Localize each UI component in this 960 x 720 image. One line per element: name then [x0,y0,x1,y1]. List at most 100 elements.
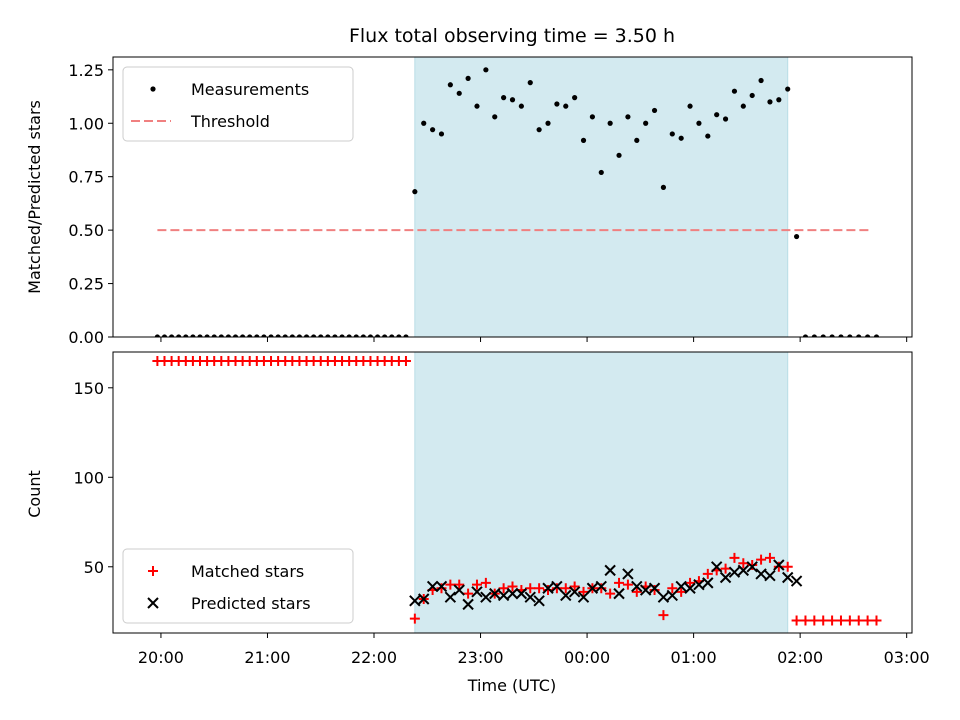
measurement-point [465,75,471,81]
measurement-point [412,189,418,195]
measurement-point [518,103,524,109]
measurement-point [802,334,809,337]
predicted-stars-point [471,586,483,598]
measurement-point [456,90,462,96]
matched-stars-point [436,583,447,594]
measurement-point [218,334,224,337]
measurement-point [211,334,217,337]
measurement-point [360,334,366,337]
measurement-point [374,334,381,337]
matched-stars-point [862,615,873,626]
measurement-point [785,86,791,92]
matched-stars-point [400,355,411,366]
matched-stars-point [622,579,633,590]
predicted-stars-point [551,580,563,593]
measurement-point [225,334,232,337]
y-tick-label: 1.00 [68,114,104,133]
matched-stars-point [569,581,580,592]
matched-stars-point [631,586,642,597]
predicted-stars-point [515,587,528,600]
predicted-stars-point [560,589,572,602]
panel-data [154,67,880,337]
measurement-point [447,82,453,88]
matched-stars-point [543,585,554,596]
measurement-point [536,127,542,133]
matched-stars-point [463,588,474,599]
measurement-point [705,133,711,139]
matched-stars-point [791,615,802,626]
predicted-stars-point [764,570,776,582]
predicted-stars-point [568,586,581,598]
predicted-stars-point [604,564,616,577]
matched-stars-point [445,579,456,590]
measurement-point [438,131,445,137]
predicted-stars-point [595,580,607,593]
observing-window-span [414,56,789,338]
predicted-stars-point [773,559,785,571]
measurement-point [232,334,239,337]
predicted-stars-point [755,568,767,580]
matched-stars-point [756,554,767,565]
legend-label: Matched stars [191,562,304,581]
matched-stars-point [551,583,562,594]
predicted-stars-point [613,587,625,600]
measurement-point [240,334,246,337]
matched-stars-point [685,577,696,588]
predicted-stars-point [542,582,554,594]
bottom-panel: 50 100 150 20:00 21:00 22:00 23:00 00:00 01:00 02… [73,351,930,667]
predicted-stars-point [435,580,448,593]
measurement-point [758,77,764,84]
matched-stars-point [525,583,536,594]
predicted-stars-point [782,571,794,584]
measurement-point [545,120,551,126]
y-tick-label: 150 [73,379,104,398]
measurement-point [501,95,507,101]
measurement-point [856,334,862,337]
measurement-point [580,137,587,143]
matched-stars-point [773,561,784,572]
matched-stars-point [702,568,713,579]
x-tick-label: 20:00 [138,648,184,667]
panel-data [152,355,882,626]
measurement-point [865,334,871,337]
matched-stars-point [614,577,625,588]
predicted-stars-point [693,578,705,591]
measurement-point [367,334,374,337]
matched-stars-point [560,583,571,594]
matched-stars-point [667,583,678,594]
measurement-point [793,233,800,240]
x-tick-label: 22:00 [351,648,397,667]
predicted-stars-point [577,591,590,603]
measurement-point [275,334,281,337]
predicted-stars-point [737,564,750,577]
top-panel-y-axis-label: Matched/Predicted stars [25,100,44,294]
matched-stars-point [480,577,491,588]
predicted-stars-point [710,561,723,573]
matched-stars-point [409,613,420,624]
measurement-point [607,120,613,126]
legend-label: Measurements [191,80,309,99]
y-tick-label: 100 [73,468,104,487]
measurement-point [749,92,755,99]
measurement-point [296,334,303,337]
measurement-point [740,103,746,109]
y-tick-label: 50 [84,558,104,577]
measurement-point [714,112,720,118]
predicted-stars-point [631,580,643,593]
measurement-point [625,114,631,120]
measurement-point [396,334,402,337]
measurement-point [873,334,880,337]
matched-stars-point [800,615,811,626]
predicted-stars-point [746,561,758,573]
chart-title: Flux total observing time = 3.50 h [349,25,675,47]
predicted-stars-point [524,591,536,603]
y-tick-label: 0.75 [68,168,104,187]
legend-box [122,548,354,624]
matched-stars-point [605,588,616,599]
legend-marker-x [147,597,159,609]
x-tick-label: 23:00 [457,648,503,667]
measurement-point [382,334,388,337]
bottom-legend: Matched stars Predicted stars [122,548,354,624]
measurement-point [722,116,729,122]
predicted-stars-point [666,589,679,602]
